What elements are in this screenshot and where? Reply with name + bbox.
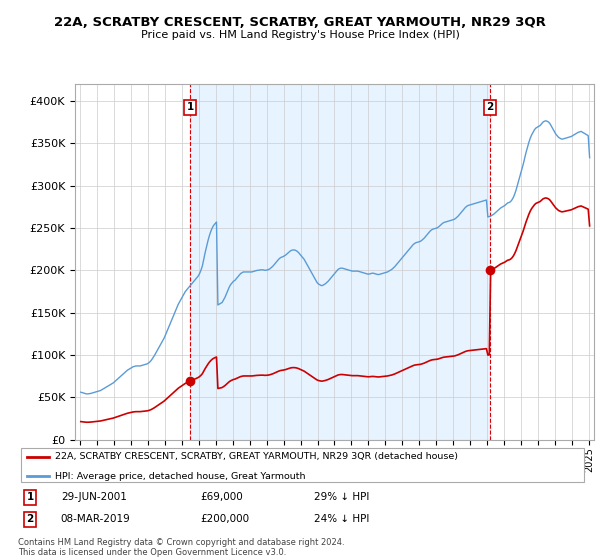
Text: 1: 1 (26, 492, 34, 502)
Bar (190, 84, 490, 440)
Text: 22A, SCRATBY CRESCENT, SCRATBY, GREAT YARMOUTH, NR29 3QR (detached house): 22A, SCRATBY CRESCENT, SCRATBY, GREAT YA… (55, 452, 458, 461)
Text: 24% ↓ HPI: 24% ↓ HPI (314, 514, 370, 524)
Text: 08-MAR-2019: 08-MAR-2019 (61, 514, 131, 524)
Text: 2: 2 (487, 102, 494, 112)
Text: £200,000: £200,000 (200, 514, 250, 524)
Text: 1: 1 (187, 102, 194, 112)
Text: 29% ↓ HPI: 29% ↓ HPI (314, 492, 370, 502)
Text: Contains HM Land Registry data © Crown copyright and database right 2024.
This d: Contains HM Land Registry data © Crown c… (18, 538, 344, 557)
Text: 2: 2 (26, 514, 34, 524)
Text: HPI: Average price, detached house, Great Yarmouth: HPI: Average price, detached house, Grea… (55, 472, 305, 480)
Text: Price paid vs. HM Land Registry's House Price Index (HPI): Price paid vs. HM Land Registry's House … (140, 30, 460, 40)
Text: 22A, SCRATBY CRESCENT, SCRATBY, GREAT YARMOUTH, NR29 3QR: 22A, SCRATBY CRESCENT, SCRATBY, GREAT YA… (54, 16, 546, 29)
Text: 29-JUN-2001: 29-JUN-2001 (61, 492, 127, 502)
Text: £69,000: £69,000 (200, 492, 243, 502)
FancyBboxPatch shape (21, 448, 584, 483)
